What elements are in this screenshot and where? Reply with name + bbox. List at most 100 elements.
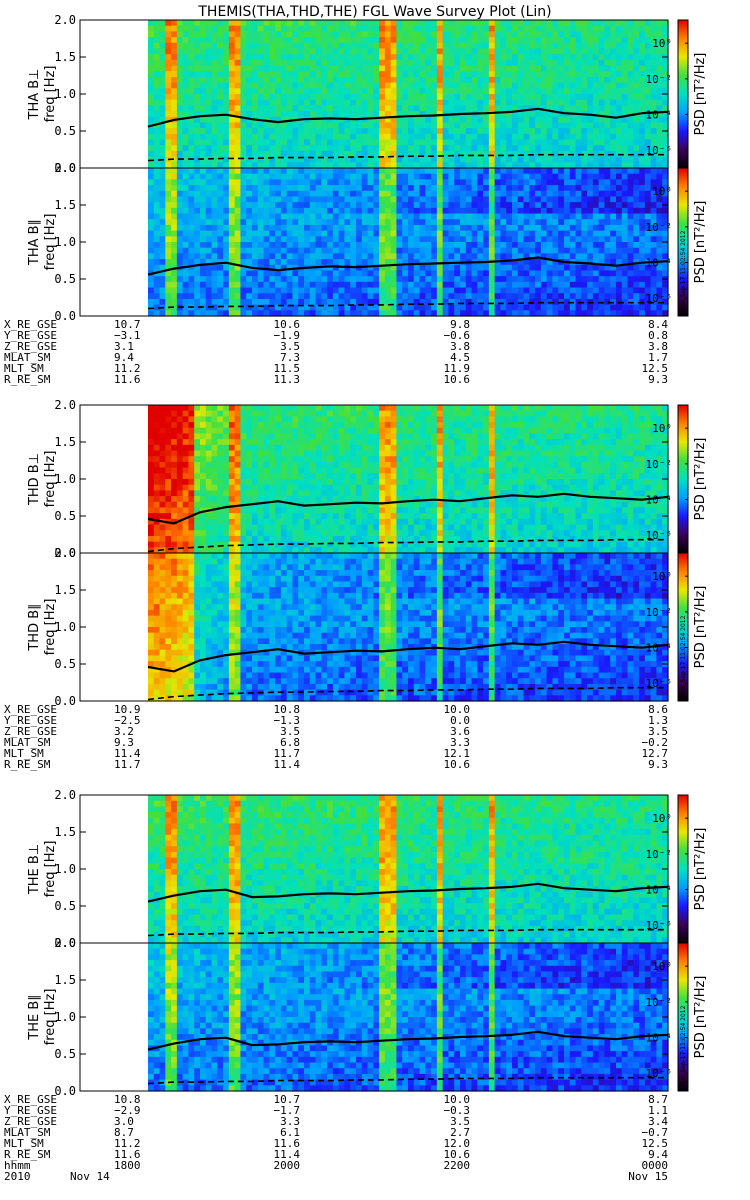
spectrogram-cell [338, 20, 346, 27]
spectrogram-cell [656, 173, 663, 180]
spectrogram-cell [592, 25, 600, 32]
spectrogram-cell [304, 82, 311, 89]
spectrogram-cell [367, 116, 374, 124]
spectrogram-cell [257, 94, 265, 101]
spectrogram-cell [188, 173, 195, 180]
spectrogram-cell [223, 179, 230, 186]
spectrogram-cell [477, 310, 484, 317]
spectrogram-cell [552, 116, 559, 124]
spectrogram-cell [240, 236, 247, 243]
spectrogram-cell [598, 156, 606, 163]
spectrogram-cell [159, 270, 166, 277]
spectrogram-cell [448, 99, 455, 106]
spectrogram-cell [240, 105, 247, 112]
spectrogram-cell [610, 310, 617, 317]
spectrogram-cell [471, 150, 478, 158]
spectrogram-cell [165, 42, 172, 50]
spectrogram-cell [506, 259, 513, 266]
spectrogram-cell [344, 287, 351, 294]
spectrogram-cell [165, 439, 172, 446]
spectrogram-cell [234, 82, 242, 89]
spectrogram-cell [321, 247, 328, 254]
spectrogram-cell [188, 287, 195, 294]
spectrogram-cell [500, 20, 507, 27]
spectrogram-cell [321, 293, 328, 300]
spectrogram-cell [148, 202, 155, 209]
spectrogram-cell [558, 76, 565, 84]
spectrogram-cell [171, 484, 178, 491]
spectrogram-cell [252, 213, 259, 220]
spectrogram-cell [223, 224, 230, 232]
spectrogram-cell [275, 59, 282, 67]
spectrogram-cell [327, 105, 334, 112]
spectrogram-cell [344, 42, 351, 50]
spectrogram-cell [384, 31, 392, 38]
spectrogram-cell [367, 59, 374, 67]
spectrogram-cell [483, 196, 490, 203]
spectrogram-cell [436, 42, 444, 50]
spectrogram-cell [217, 59, 224, 67]
spectrogram-cell [610, 242, 617, 249]
spectrogram-cell [552, 224, 559, 232]
spectrogram-cell [165, 467, 172, 474]
spectrogram-cell [454, 219, 461, 226]
spectrogram-cell [188, 37, 195, 44]
spectrogram-cell [217, 213, 224, 220]
spectrogram-cell [165, 473, 172, 480]
spectrogram-cell [488, 99, 496, 106]
spectrogram-cell [350, 65, 357, 72]
spectrogram-cell [644, 65, 652, 72]
spectrogram-cell [639, 264, 646, 272]
spectrogram-cell [171, 42, 178, 50]
spectrogram-cell [454, 270, 461, 277]
spectrogram-cell [350, 99, 357, 106]
spectrogram-cell [413, 207, 421, 215]
spectrogram-cell [373, 287, 380, 294]
spectrogram-cell [477, 94, 484, 101]
spectrogram-cell [379, 25, 386, 32]
spectrogram-cell [153, 162, 161, 169]
spectrogram-cell [500, 71, 507, 78]
spectrogram-cell [332, 293, 340, 300]
spectrogram-cell [471, 65, 478, 72]
spectrogram-cell [425, 76, 432, 84]
spectrogram-cell [350, 173, 357, 180]
spectrogram-cell [257, 207, 265, 215]
spectrogram-cell [286, 59, 294, 67]
spectrogram-cell [176, 422, 184, 429]
spectrogram-cell [650, 310, 658, 317]
spectrogram-cell [384, 173, 392, 180]
spectrogram-cell [223, 88, 230, 95]
spectrogram-cell [627, 139, 634, 146]
spectrogram-cell [431, 156, 438, 163]
spectrogram-cell [552, 20, 559, 27]
spectrogram-cell [604, 71, 611, 78]
spectrogram-cell [153, 168, 161, 175]
spectrogram-cell [644, 82, 652, 89]
spectrogram-cell [592, 116, 600, 124]
spectrogram-cell [465, 247, 473, 254]
spectrogram-cell [604, 202, 611, 209]
spectrogram-cell [627, 173, 634, 180]
spectrogram-cell [350, 105, 357, 112]
spectrogram-cell [148, 54, 155, 61]
spectrogram-cell [633, 76, 640, 84]
spectrogram-cell [650, 242, 658, 249]
spectrogram-cell [234, 133, 242, 141]
spectrogram-cell [535, 122, 542, 129]
spectrogram-cell [408, 156, 415, 163]
spectrogram-cell [662, 281, 669, 289]
spectrogram-cell [171, 111, 178, 118]
spectrogram-cell [436, 207, 444, 215]
spectrogram-cell [529, 242, 536, 249]
spectrogram-cell [477, 298, 484, 306]
spectrogram-cell [153, 20, 161, 27]
spectrogram-cell [350, 133, 357, 141]
spectrogram-cell [431, 247, 438, 254]
spectrogram-cell [465, 116, 473, 124]
spectrogram-cell [390, 54, 398, 61]
spectrogram-cell [396, 185, 403, 192]
spectrogram-cell [477, 202, 484, 209]
spectrogram-cell [246, 20, 253, 27]
spectrogram-cell [610, 133, 617, 141]
